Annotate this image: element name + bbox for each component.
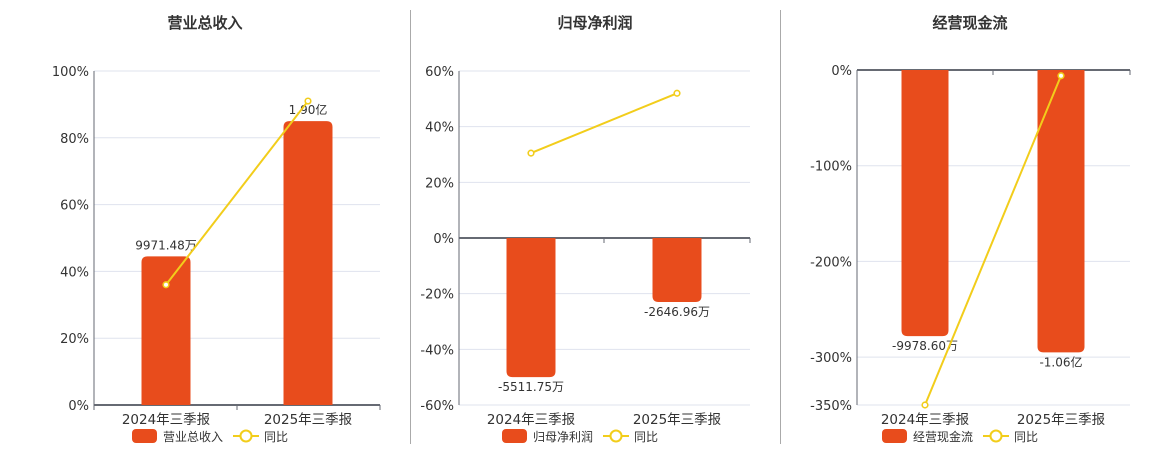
yoy-point[interactable] [921,401,929,409]
yoy-line [924,75,1062,406]
y-tick-label: 100% [52,65,89,80]
chart-title: 归母净利润 [557,14,633,32]
bar-value-label: 9971.48万 [135,238,197,252]
bar[interactable] [141,256,191,405]
bar-value-label: -5511.75万 [498,380,564,394]
y-tick-label: 60% [60,199,89,214]
y-tick-label: 40% [60,265,89,280]
legend-line-label[interactable]: 同比 [634,429,659,444]
y-tick-label: -350% [810,399,852,414]
x-category-label: 2025年三季报 [1017,412,1105,428]
yoy-point[interactable] [304,97,312,105]
y-tick-label: -40% [420,343,454,358]
legend-bar-label[interactable]: 经营现金流 [913,429,974,444]
panel-divider [410,10,411,444]
y-tick-label: 0% [68,399,89,414]
bar[interactable] [1037,70,1085,353]
y-tick-label: -60% [420,399,454,414]
chart-legend: 经营现金流 同比 [882,427,1038,445]
legend-bar-label[interactable]: 营业总收入 [163,429,224,444]
legend-bar-swatch-icon[interactable] [882,429,907,443]
y-tick-label: 0% [831,64,852,79]
bar[interactable] [283,121,333,405]
chart-legend: 营业总收入 同比 [132,427,288,445]
y-tick-label: 40% [425,121,454,136]
chart-legend: 归母净利润 同比 [502,427,658,445]
panel-divider [780,10,781,444]
yoy-line [165,100,309,286]
y-tick-label: -200% [810,255,852,270]
x-category-label: 2025年三季报 [633,412,721,428]
x-category-label: 2024年三季报 [487,412,575,428]
y-tick-label: -300% [810,351,852,366]
yoy-point[interactable] [673,89,681,97]
bar[interactable] [901,70,949,337]
legend-bar-swatch-icon[interactable] [502,429,527,443]
legend-line-label[interactable]: 同比 [264,429,289,444]
bar-value-label: -2646.96万 [644,305,710,319]
y-tick-label: -20% [420,288,454,303]
yoy-line [530,92,678,155]
bar[interactable] [652,238,702,303]
chart-panel-net-profit: 归母净利润 -60% -40% -20% 0% 20% 40% 60% -5511.75万 -2… [420,14,751,445]
chart-plot-net-profit: -60% -40% -20% 0% 20% 40% 60% -5511.75万 -2646.96… [420,65,751,428]
legend-line-circle-icon[interactable] [233,429,260,443]
y-tick-label: 20% [425,176,454,191]
y-tick-label: 80% [60,132,89,147]
yoy-point[interactable] [527,149,535,157]
legend-line-circle-icon[interactable] [603,429,630,443]
legend-line-label[interactable]: 同比 [1014,429,1039,444]
bar-value-label: -9978.60万 [892,339,958,353]
chart-title: 经营现金流 [932,14,1008,32]
yoy-point[interactable] [1057,72,1065,80]
y-tick-label: 60% [425,65,454,80]
x-category-label: 2024年三季报 [881,412,969,428]
x-category-label: 2024年三季报 [122,412,210,428]
legend-bar-swatch-icon[interactable] [132,429,157,443]
bar[interactable] [506,238,556,378]
chart-panel-revenue: 营业总收入 0% 20% 40% 60% 80% 100% 9971.48万 1.90亿 202… [0,0,410,450]
legend-line-circle-icon[interactable] [983,429,1010,443]
y-tick-label: 20% [60,332,89,347]
yoy-point[interactable] [162,281,170,289]
y-tick-label: -100% [810,160,852,175]
legend-bar-label[interactable]: 归母净利润 [533,429,594,444]
y-tick-label: 0% [433,232,454,247]
chart-title: 营业总收入 [167,14,243,32]
x-category-label: 2025年三季报 [264,412,352,428]
bar-value-label: -1.06亿 [1039,354,1082,369]
